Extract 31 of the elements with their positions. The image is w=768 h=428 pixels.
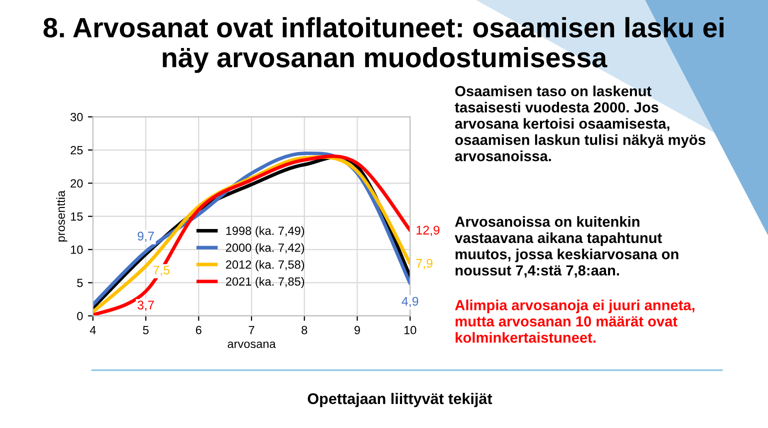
y-tick-label: 15 [70, 212, 83, 221]
chart-title: 8. Arvosanat ovat inflatoituneet: osaamisen lasku ei näy arvosanan muodostumisessa [44, 17, 724, 73]
x-tick-label: 4 [90, 326, 96, 334]
y-tick-label: 0 [77, 312, 83, 320]
text: Opettajaan liittyvät tekijät [308, 392, 492, 408]
x-tick-label: 6 [196, 326, 202, 334]
data-label: 12,9 [416, 226, 440, 236]
text: Arvosanoissa on kuitenkin vastaavana aikana tapahtunut muutos, jossa keskiarvosana on noussut 7,4:stä 7,8:aan. [454, 216, 678, 278]
data-label: 4,9 [402, 296, 418, 308]
x-tick-label: 5 [142, 326, 149, 334]
y-tick-label: 20 [70, 179, 83, 188]
data-label: 3,7 [138, 300, 154, 311]
x-tick-label: 9 [354, 326, 360, 334]
x-tick-label: 8 [302, 326, 308, 334]
legend-label: 2000 (ka. 7,42) [226, 243, 304, 254]
text: Alimpia arvosanoja ei juuri anneta, mutta arvosanan 10 määrät ovat kolminkertaistuneet. [455, 300, 694, 343]
y-tick-label: 25 [70, 146, 83, 154]
y-tick-label: 30 [70, 112, 83, 122]
x-axis-title: arvosana [228, 342, 276, 348]
y-axis-title: prosenttia [56, 190, 68, 242]
y-tick-label: 5 [77, 278, 83, 288]
text: Osaamisen taso on laskenut tasaisesti vuodesta 2000. Jos arvosana kertoisi osaamisesta, osaamisen laskun tulisi näkyä myös arvosanoissa. [454, 86, 706, 162]
data-label: 9,7 [138, 232, 154, 242]
legend-label: 2012 (ka. 7,58) [226, 260, 304, 272]
data-label: 7,9 [416, 258, 432, 270]
x-tick-label: 10 [404, 326, 416, 334]
legend-label: 2021 (ka. 7,85) [226, 277, 304, 288]
y-tick-label: 10 [70, 246, 83, 254]
data-label: 7,5 [153, 266, 170, 276]
x-tick-label: 7 [248, 326, 254, 334]
legend-label: 1998 (ka. 7,49) [226, 226, 304, 238]
